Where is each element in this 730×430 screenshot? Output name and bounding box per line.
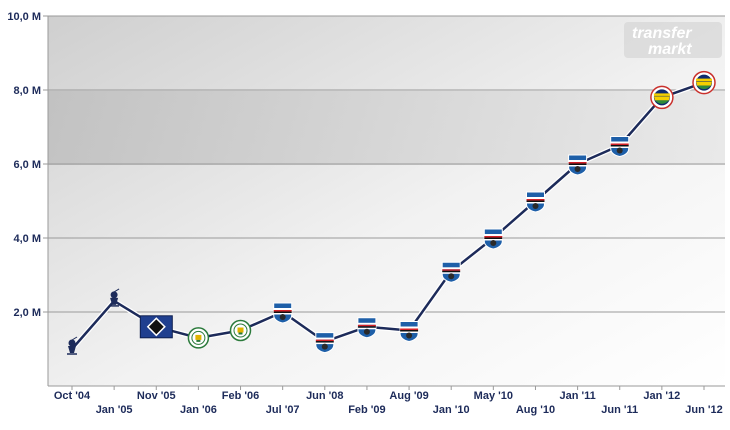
series-line-path [71, 81, 705, 350]
x-tick-label: Jan '10 [433, 404, 470, 416]
x-tick-label: Aug '09 [389, 390, 428, 402]
sampdoria-icon [483, 228, 503, 250]
sampdoria-icon [526, 191, 545, 213]
y-axis: 2,0 M 4,0 M 6,0 M 8,0 M 10,0 M [7, 11, 49, 386]
x-tick-label: Jun '11 [601, 404, 638, 416]
x-axis: Oct '04 Jan '05 Nov '05 Jan '06 Feb '06 Jul '… [48, 385, 725, 416]
sampdoria-icon [568, 154, 588, 176]
x-tick-label: May '10 [474, 390, 513, 402]
series-line [70, 80, 705, 351]
sampdoria-icon [399, 321, 419, 343]
sampdoria-icon [610, 136, 630, 158]
y-tick-label: 10,0 M [7, 11, 41, 23]
sampdoria-icon [441, 261, 461, 283]
tottenham-icon [109, 288, 120, 307]
y-tick-label: 2,0 M [13, 307, 41, 319]
transfermarkt-logo: transfer markt [624, 22, 722, 58]
fenerbahce-icon [650, 85, 674, 110]
logo-line-1: transfer [632, 25, 692, 42]
logo-line-2: markt [648, 41, 692, 58]
x-tick-label: Jan '05 [96, 404, 133, 416]
x-tick-label: Jun '12 [685, 404, 722, 416]
tottenham-icon [67, 336, 78, 355]
x-tick-label: Feb '06 [222, 390, 259, 402]
gridlines [48, 15, 725, 313]
x-tick-label: Jan '11 [559, 390, 595, 402]
wigan-icon [229, 319, 252, 342]
x-tick-label: Oct '04 [54, 390, 91, 402]
x-tick-label: Jan '12 [643, 390, 680, 402]
fenerbahce-icon [692, 70, 716, 95]
x-tick-label: Feb '09 [348, 404, 385, 416]
hamburg-icon [139, 315, 173, 339]
club-markers [67, 70, 716, 355]
x-tick-label: Aug '10 [516, 404, 555, 416]
sampdoria-icon [357, 317, 377, 339]
y-tick-label: 4,0 M [13, 233, 41, 245]
wigan-icon [187, 327, 210, 349]
x-tick-label: Jan '06 [180, 404, 217, 416]
y-tick-label: 6,0 M [13, 159, 41, 171]
x-tick-label: Jun '08 [306, 390, 343, 402]
sampdoria-icon [273, 302, 293, 324]
x-tick-label: Jul '07 [266, 404, 300, 416]
y-tick-label: 8,0 M [13, 85, 41, 97]
x-tick-label: Nov '05 [137, 390, 176, 402]
sampdoria-icon [315, 332, 335, 354]
